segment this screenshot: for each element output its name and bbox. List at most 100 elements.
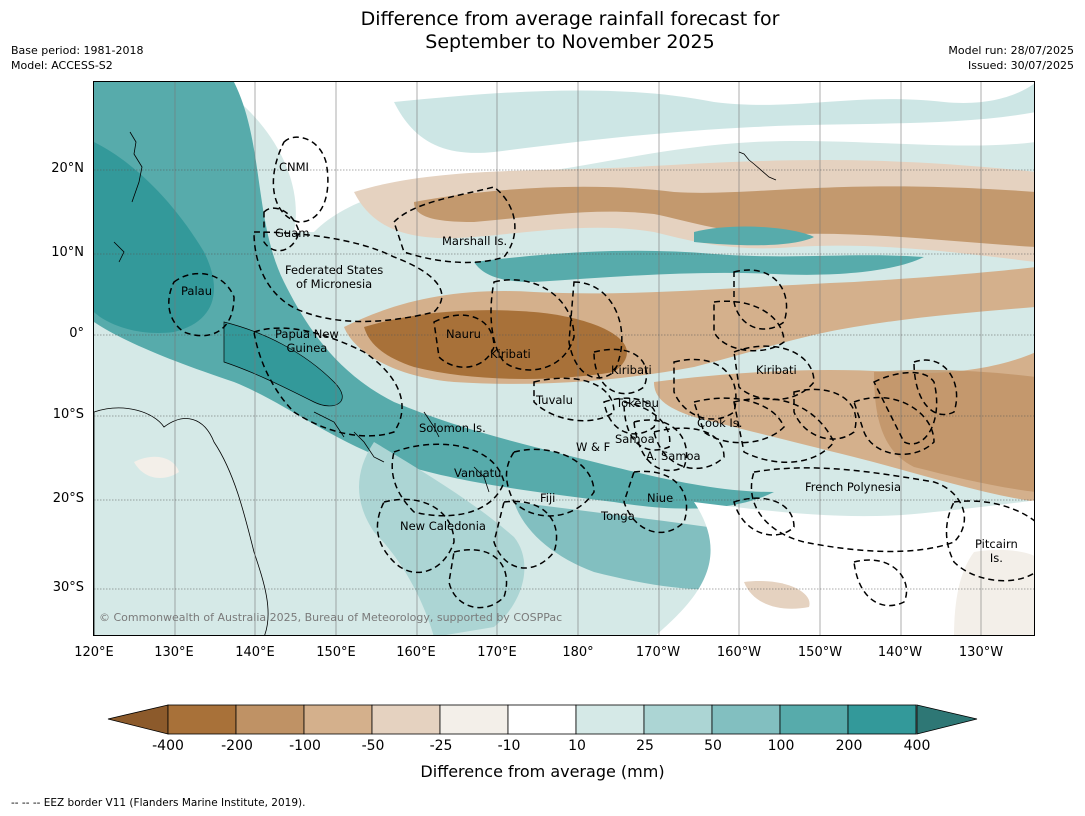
y-tick-0: 0° [69,326,84,341]
eez-legend: -- -- -- EEZ border V11 (Flanders Marine… [11,797,306,809]
colorbar-segment [711,704,781,735]
colorbar [107,704,978,735]
model-run: Model run: 28/07/2025 [948,44,1074,57]
rainfall-map: CNMI Guam Marshall Is. Federated States … [93,81,1035,636]
label-tuvalu: Tuvalu [536,393,573,407]
colorbar-segment [303,704,373,735]
map-shape [656,500,1034,635]
label-kiribati-west: Kiribati [490,347,531,361]
colorbar-segments [167,704,917,735]
colorbar-segment [779,704,849,735]
colorbar-segment [643,704,713,735]
label-pitcairn-line2: Is. [989,551,1003,565]
colorbar-extend-high [916,704,978,735]
label-french-polynesia: French Polynesia [805,480,902,494]
colorbar-segment [235,704,305,735]
label-tonga: Tonga [601,509,635,523]
map-shape [474,250,924,282]
label-niue: Niue [647,491,674,505]
map-shape [364,310,627,379]
cb-label-1: -400 [152,738,184,754]
map-shape [694,226,814,246]
x-tick-130e: 130°E [154,645,194,660]
x-tick-170w: 170°W [635,645,681,660]
cb-label-5: -25 [429,738,453,754]
map-shape [414,186,1034,247]
y-tick-20s: 20°S [52,491,84,506]
label-samoa: Samoa [615,432,655,446]
x-tick-140e: 140°E [235,645,275,660]
map-shape [874,369,1034,492]
cb-label-10: 100 [767,738,795,754]
latitude-lines [94,169,1034,590]
eez-borders [168,136,1034,609]
base-period-info: Base period: 1981-2018 Model: ACCESS-S2 [11,43,143,73]
label-vanuatu: Vanuatu [454,466,502,480]
x-tick-170e: 170°E [477,645,517,660]
label-pitcairn-line1: Pitcairn [975,537,1018,551]
label-png: Papua New Guinea [275,327,339,355]
label-marshall: Marshall Is. [442,234,508,248]
cb-label-12: 400 [903,738,931,754]
y-tick-30s: 30°S [52,580,84,595]
model-run-info: Model run: 28/07/2025 Issued: 30/07/2025 [948,43,1074,73]
label-guam: Guam [275,226,310,240]
cb-label-4: -50 [361,738,385,754]
cb-label-9: 50 [704,738,722,754]
label-fiji: Fiji [540,491,556,505]
x-tick-150e: 150°E [316,645,356,660]
colorbar-segment [167,704,237,735]
label-cnmi: CNMI [279,160,309,174]
x-tick-120e: 120°E [74,645,114,660]
label-png-line2: Guinea [286,341,328,355]
label-tokelau: Tokelau [616,396,659,410]
cb-label-3: -100 [289,738,321,754]
map-shape [394,83,1034,153]
map-shape [359,442,525,635]
title-line-2: September to November 2025 [425,31,715,53]
label-png-line1: Papua New [275,327,339,341]
label-american-samoa: A. Samoa [646,449,701,463]
label-pitcairn: Pitcairn Is. [975,537,1018,565]
x-tick-130w: 130°W [958,645,1004,660]
colorbar-segment [575,704,645,735]
label-fsm: Federated States of Micronesia [285,263,383,291]
model-name: Model: ACCESS-S2 [11,59,113,72]
label-cook-islands: Cook Is. [697,416,743,430]
cb-label-11: 200 [835,738,863,754]
label-kiribati-central: Kiribati [611,363,652,377]
islands [113,131,777,493]
label-fsm-line1: Federated States [285,263,384,277]
map-shape [94,142,214,333]
x-tick-150w: 150°W [797,645,843,660]
map-shape [954,549,1034,635]
label-wallis-futuna: W & F [576,440,611,454]
cb-label-7: 10 [568,738,586,754]
map-svg [94,82,1034,635]
x-tick-160e: 160°E [396,645,436,660]
colorbar-segment [371,704,441,735]
x-tick-180: 180° [562,645,594,660]
label-new-caledonia: New Caledonia [400,519,486,533]
colorbar-extend-low [107,704,169,735]
label-solomon: Solomon Is. [419,421,486,435]
y-tick-20n: 20°N [51,161,84,176]
cb-label-2: -200 [221,738,253,754]
base-period: Base period: 1981-2018 [11,44,144,57]
copyright-notice: © Commonwealth of Australia 2025, Bureau… [99,611,563,624]
map-title: Difference from average rainfall forecas… [0,8,1085,54]
cb-label-8: 25 [636,738,654,754]
colorbar-title: Difference from average (mm) [420,762,665,781]
issued-date: Issued: 30/07/2025 [967,59,1074,72]
colorbar-segment [847,704,917,735]
map-shape [134,456,179,478]
colorbar-segment [439,704,509,735]
label-nauru: Nauru [446,327,481,341]
label-palau: Palau [181,284,212,298]
label-fsm-line2: of Micronesia [295,277,373,291]
map-shape [94,82,774,509]
y-tick-10n: 10°N [51,245,84,260]
title-line-1: Difference from average rainfall forecas… [360,8,780,30]
y-tick-10s: 10°S [52,407,84,422]
colorbar-segment [507,704,577,735]
